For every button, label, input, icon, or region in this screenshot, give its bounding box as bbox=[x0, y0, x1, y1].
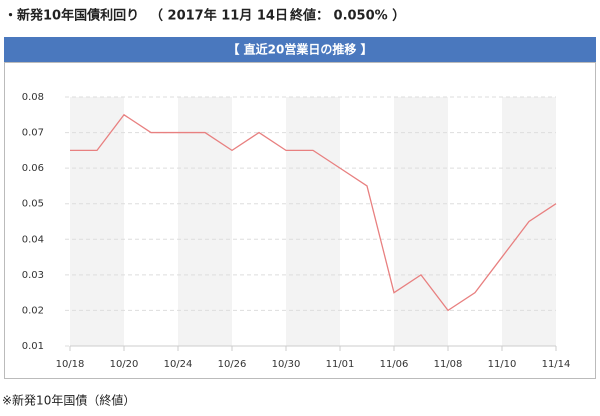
header-close: 終値： 0.050% ） bbox=[290, 8, 405, 24]
x-tick-label: 10/20 bbox=[110, 359, 139, 370]
y-tick-label: 0.01 bbox=[22, 341, 44, 352]
x-tick-label: 11/10 bbox=[488, 359, 517, 370]
x-tick-label: 10/30 bbox=[272, 359, 301, 370]
banner-title: 【 直近20営業日の推移 】 bbox=[227, 42, 372, 57]
x-tick-label: 11/08 bbox=[434, 359, 463, 370]
y-tick-label: 0.08 bbox=[22, 92, 44, 103]
y-tick-label: 0.07 bbox=[22, 128, 44, 139]
band bbox=[394, 97, 448, 346]
x-tick-label: 11/01 bbox=[326, 359, 355, 370]
x-tick-label: 10/18 bbox=[56, 359, 85, 370]
y-tick-label: 0.04 bbox=[22, 234, 44, 245]
band bbox=[178, 97, 232, 346]
data-line bbox=[70, 113, 557, 312]
y-tick-label: 0.05 bbox=[22, 199, 44, 210]
banner-bg bbox=[4, 37, 596, 62]
y-tick-label: 0.02 bbox=[22, 305, 44, 316]
x-tick-label: 11/06 bbox=[380, 359, 409, 370]
x-tick-label: 11/14 bbox=[542, 359, 571, 370]
y-tick-label: 0.06 bbox=[22, 163, 44, 174]
x-tick-label: 10/24 bbox=[164, 359, 193, 370]
header-date: （ 2017年 11月 14日 bbox=[150, 8, 288, 24]
band bbox=[286, 97, 340, 346]
plot: 0.01 0.02 0.03 0.04 0.05 0.06 0.07 0.08 10/18 10/… bbox=[22, 92, 571, 370]
band bbox=[70, 97, 124, 346]
y-tick-label: 0.03 bbox=[22, 270, 44, 281]
footnote: ※新発10年国債（終値） bbox=[2, 393, 135, 408]
header-title: ・新発10年国債利回り bbox=[4, 8, 139, 24]
x-tick-label: 10/26 bbox=[218, 359, 247, 370]
